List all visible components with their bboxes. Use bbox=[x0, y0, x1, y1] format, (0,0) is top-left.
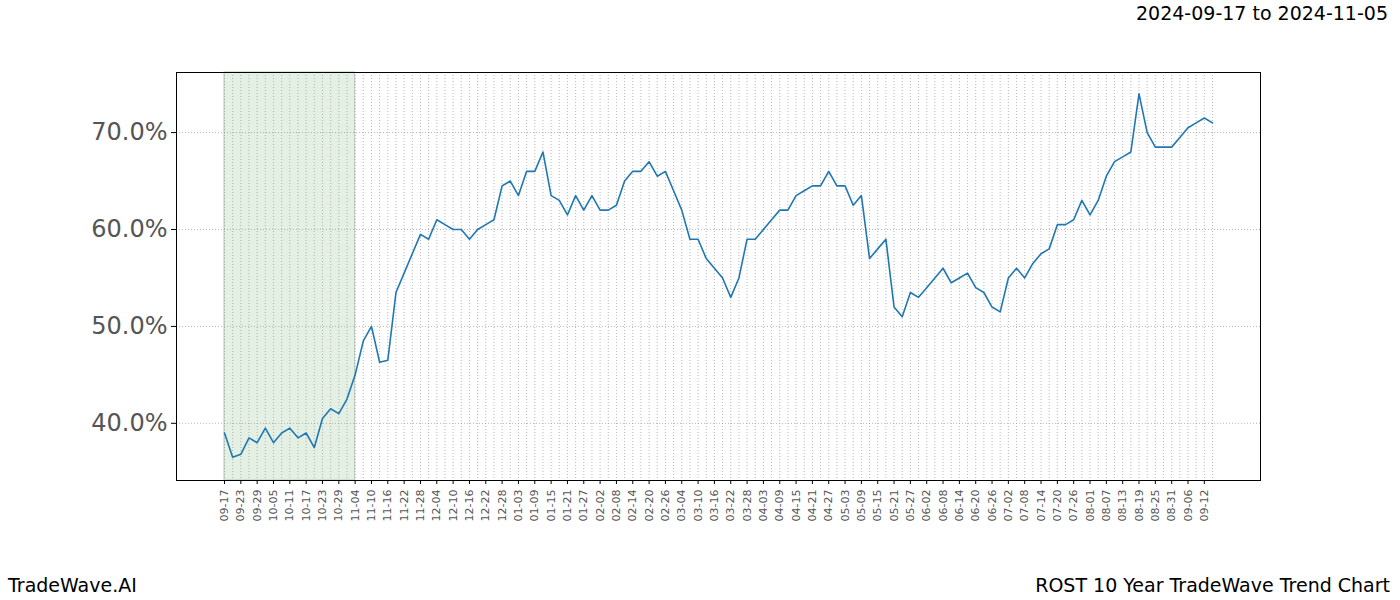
svg-text:10-17: 10-17 bbox=[300, 490, 313, 522]
svg-text:08-25: 08-25 bbox=[1149, 490, 1162, 522]
svg-text:02-20: 02-20 bbox=[643, 490, 656, 522]
svg-text:09-29: 09-29 bbox=[251, 490, 264, 522]
svg-text:07-14: 07-14 bbox=[1035, 490, 1048, 522]
svg-text:70.0%: 70.0% bbox=[91, 118, 167, 146]
svg-text:04-03: 04-03 bbox=[757, 490, 770, 522]
svg-text:04-21: 04-21 bbox=[806, 490, 819, 522]
svg-text:09-23: 09-23 bbox=[234, 490, 247, 522]
html-text:2024-09-17 to 2024-11-05: 2024-09-17 to 2024-11-05 bbox=[1136, 2, 1388, 24]
html-text:ROST 10 Year TradeWave Trend C: ROST 10 Year TradeWave Trend Chart bbox=[1035, 574, 1390, 596]
svg-text:08-13: 08-13 bbox=[1116, 490, 1129, 522]
svg-text:10-23: 10-23 bbox=[316, 490, 329, 522]
svg-text:12-28: 12-28 bbox=[496, 490, 509, 522]
svg-text:06-26: 06-26 bbox=[986, 490, 999, 522]
svg-text:09-17: 09-17 bbox=[218, 490, 231, 522]
html-text:TradeWave.AI: TradeWave.AI bbox=[8, 574, 137, 596]
svg-text:03-28: 03-28 bbox=[741, 490, 754, 522]
svg-text:05-27: 05-27 bbox=[904, 490, 917, 522]
svg-text:05-15: 05-15 bbox=[871, 490, 884, 522]
svg-text:09-06: 09-06 bbox=[1182, 490, 1195, 522]
svg-text:07-26: 07-26 bbox=[1067, 490, 1080, 522]
svg-text:08-19: 08-19 bbox=[1133, 490, 1146, 522]
svg-text:60.0%: 60.0% bbox=[91, 215, 167, 243]
svg-text:11-28: 11-28 bbox=[414, 490, 427, 522]
svg-text:05-03: 05-03 bbox=[839, 490, 852, 522]
svg-text:04-15: 04-15 bbox=[790, 490, 803, 522]
svg-text:06-02: 06-02 bbox=[920, 490, 933, 522]
svg-text:02-02: 02-02 bbox=[594, 490, 607, 522]
svg-text:02-26: 02-26 bbox=[659, 490, 672, 522]
svg-text:01-21: 01-21 bbox=[561, 490, 574, 522]
svg-text:03-16: 03-16 bbox=[708, 490, 721, 522]
svg-text:02-14: 02-14 bbox=[626, 490, 639, 522]
svg-text:11-04: 11-04 bbox=[349, 490, 362, 522]
svg-text:01-09: 01-09 bbox=[528, 490, 541, 522]
svg-text:06-14: 06-14 bbox=[953, 490, 966, 522]
svg-text:08-07: 08-07 bbox=[1100, 490, 1113, 522]
svg-text:12-16: 12-16 bbox=[463, 490, 476, 522]
svg-text:05-09: 05-09 bbox=[855, 490, 868, 522]
svg-text:04-27: 04-27 bbox=[822, 490, 835, 522]
svg-text:12-22: 12-22 bbox=[479, 490, 492, 522]
svg-text:06-08: 06-08 bbox=[937, 490, 950, 522]
svg-text:11-16: 11-16 bbox=[381, 490, 394, 522]
svg-text:07-02: 07-02 bbox=[1002, 490, 1015, 522]
svg-text:05-21: 05-21 bbox=[888, 490, 901, 522]
svg-text:08-01: 08-01 bbox=[1084, 490, 1097, 522]
svg-text:01-15: 01-15 bbox=[545, 490, 558, 522]
svg-text:07-20: 07-20 bbox=[1051, 490, 1064, 522]
svg-text:07-08: 07-08 bbox=[1018, 490, 1031, 522]
svg-text:04-09: 04-09 bbox=[773, 490, 786, 522]
svg-text:10-11: 10-11 bbox=[283, 490, 296, 522]
svg-text:03-04: 03-04 bbox=[675, 490, 688, 522]
svg-text:06-20: 06-20 bbox=[969, 490, 982, 522]
svg-text:10-05: 10-05 bbox=[267, 490, 280, 522]
svg-text:12-04: 12-04 bbox=[430, 490, 443, 522]
svg-text:10-29: 10-29 bbox=[332, 490, 345, 522]
svg-text:12-10: 12-10 bbox=[447, 490, 460, 522]
svg-text:03-10: 03-10 bbox=[692, 490, 705, 522]
svg-text:50.0%: 50.0% bbox=[91, 312, 167, 340]
svg-text:02-08: 02-08 bbox=[610, 490, 623, 522]
svg-text:01-03: 01-03 bbox=[512, 490, 525, 522]
svg-text:40.0%: 40.0% bbox=[91, 409, 167, 437]
svg-text:03-22: 03-22 bbox=[724, 490, 737, 522]
svg-text:11-22: 11-22 bbox=[398, 490, 411, 522]
svg-text:09-12: 09-12 bbox=[1198, 490, 1211, 522]
svg-text:01-27: 01-27 bbox=[577, 490, 590, 522]
svg-text:08-31: 08-31 bbox=[1165, 490, 1178, 522]
svg-text:11-10: 11-10 bbox=[365, 490, 378, 522]
